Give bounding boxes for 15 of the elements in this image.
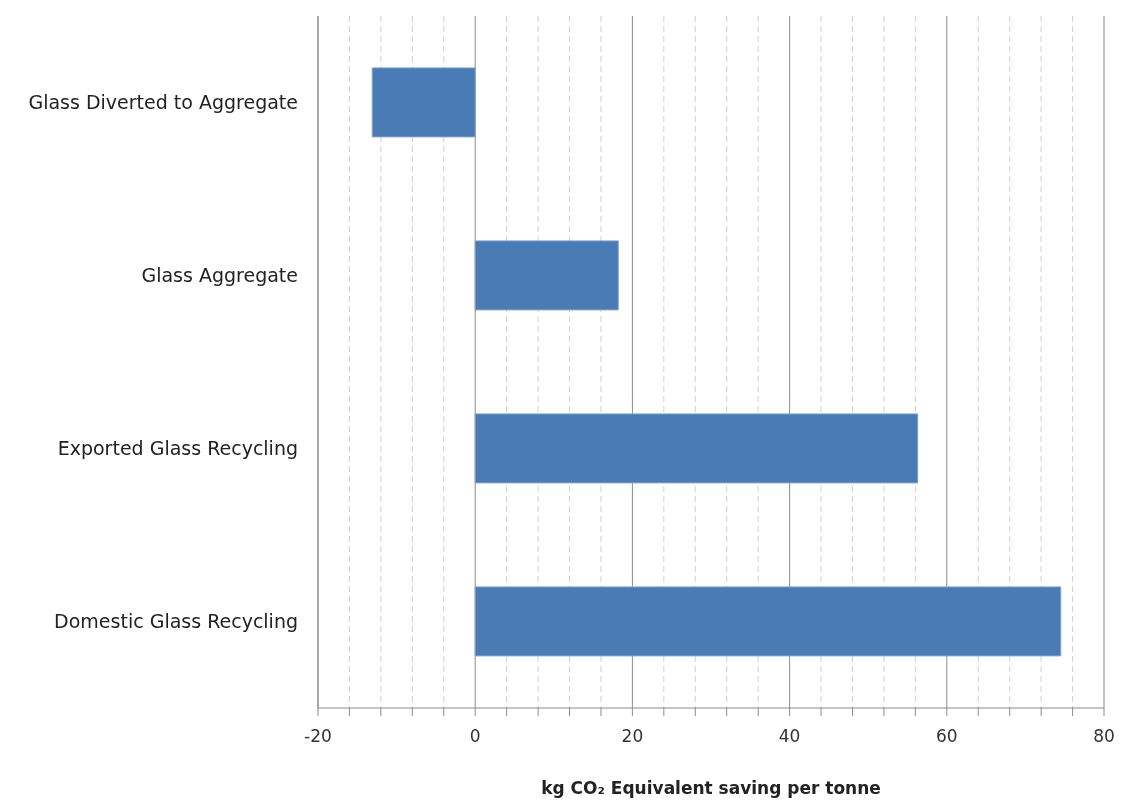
x-tick-label: 60 [935,726,958,747]
bar [474,413,919,484]
y-tick-label: Glass Diverted to Aggregate [28,91,298,114]
x-tick-label: -20 [304,726,332,747]
x-axis-title: kg CO₂ Equivalent saving per tonne [541,778,881,798]
y-tick-label: Glass Aggregate [141,264,298,287]
x-tick-label: 0 [469,726,481,747]
bar [371,67,476,138]
x-tick-label: 20 [621,726,644,747]
bar [474,240,619,311]
y-tick-label: Domestic Glass Recycling [54,610,298,633]
x-tick-label: 40 [778,726,801,747]
bar [474,586,1062,657]
x-tick-label: 80 [1093,726,1115,747]
y-tick-label: Exported Glass Recycling [57,437,298,460]
